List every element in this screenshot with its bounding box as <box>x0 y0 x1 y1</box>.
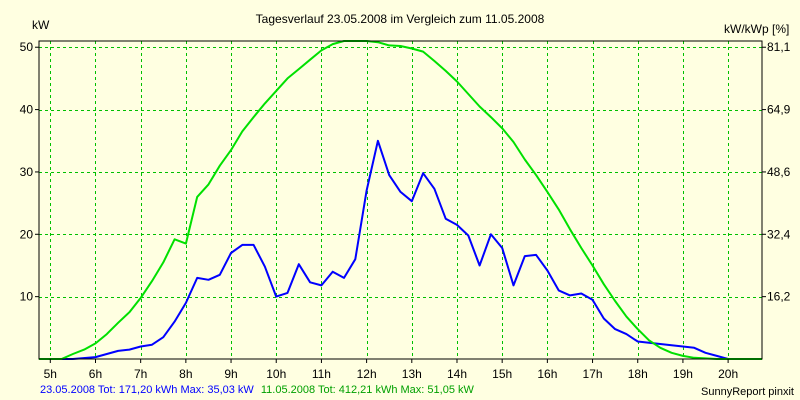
series-line-2 <box>39 40 762 360</box>
x-tick-label: 15h <box>492 367 512 381</box>
x-tick-label: 18h <box>628 367 648 381</box>
footer-legend-blue: 23.05.2008 Tot: 171,20 kWh Max: 35,03 kW <box>40 384 254 396</box>
y-left-tick-label: 50 <box>20 40 34 54</box>
y-right-tick-label: 48,6 <box>767 165 791 179</box>
x-tick-label: 7h <box>134 367 147 381</box>
footer-legend-green: 11.05.2008 Tot: 412,21 kWh Max: 51,05 kW <box>261 384 475 396</box>
series-lines <box>39 40 762 360</box>
y-left-tick-label: 40 <box>20 103 34 117</box>
x-tick-label: 8h <box>179 367 192 381</box>
x-tick-label: 14h <box>447 367 467 381</box>
plot-frame <box>38 40 763 360</box>
y-right-tick-label: 32,4 <box>767 227 791 241</box>
footer-credit: SunnyReport pinxit <box>701 386 794 398</box>
x-tick-label: 17h <box>583 367 603 381</box>
x-tick-label: 10h <box>266 367 286 381</box>
y-right-unit-label: kW/kWp [%] <box>724 22 789 36</box>
x-tick-label: 6h <box>89 367 102 381</box>
chart-title: Tagesverlauf 23.05.2008 im Vergleich zum… <box>256 12 545 26</box>
x-tick-label: 12h <box>357 367 377 381</box>
y-right-tick-label: 16,2 <box>767 290 791 304</box>
y-left-tick-label: 20 <box>20 227 34 241</box>
y-right-tick-label: 64,9 <box>767 103 791 117</box>
footer-legend: 23.05.2008 Tot: 171,20 kWh Max: 35,03 kW… <box>40 384 474 396</box>
x-tick-label: 5h <box>44 367 57 381</box>
y-left-tick-label: 10 <box>20 290 34 304</box>
x-tick-label: 13h <box>402 367 422 381</box>
x-tick-label: 16h <box>537 367 557 381</box>
grid <box>39 41 762 359</box>
y-right-tick-label: 81,1 <box>767 40 791 54</box>
x-tick-label: 9h <box>224 367 237 381</box>
x-tick-label: 11h <box>312 367 331 381</box>
y-left-unit-label: kW <box>32 18 50 32</box>
y-left-tick-label: 30 <box>20 165 34 179</box>
x-tick-label: 19h <box>673 367 693 381</box>
tick-labels: 5h 6h 7h 8h 9h 10h 11h 12h 13h 14h 15h 16h 17h 18h 19h… <box>20 40 791 381</box>
series-line-1 <box>39 139 762 360</box>
x-tick-label: 20h <box>718 367 738 381</box>
